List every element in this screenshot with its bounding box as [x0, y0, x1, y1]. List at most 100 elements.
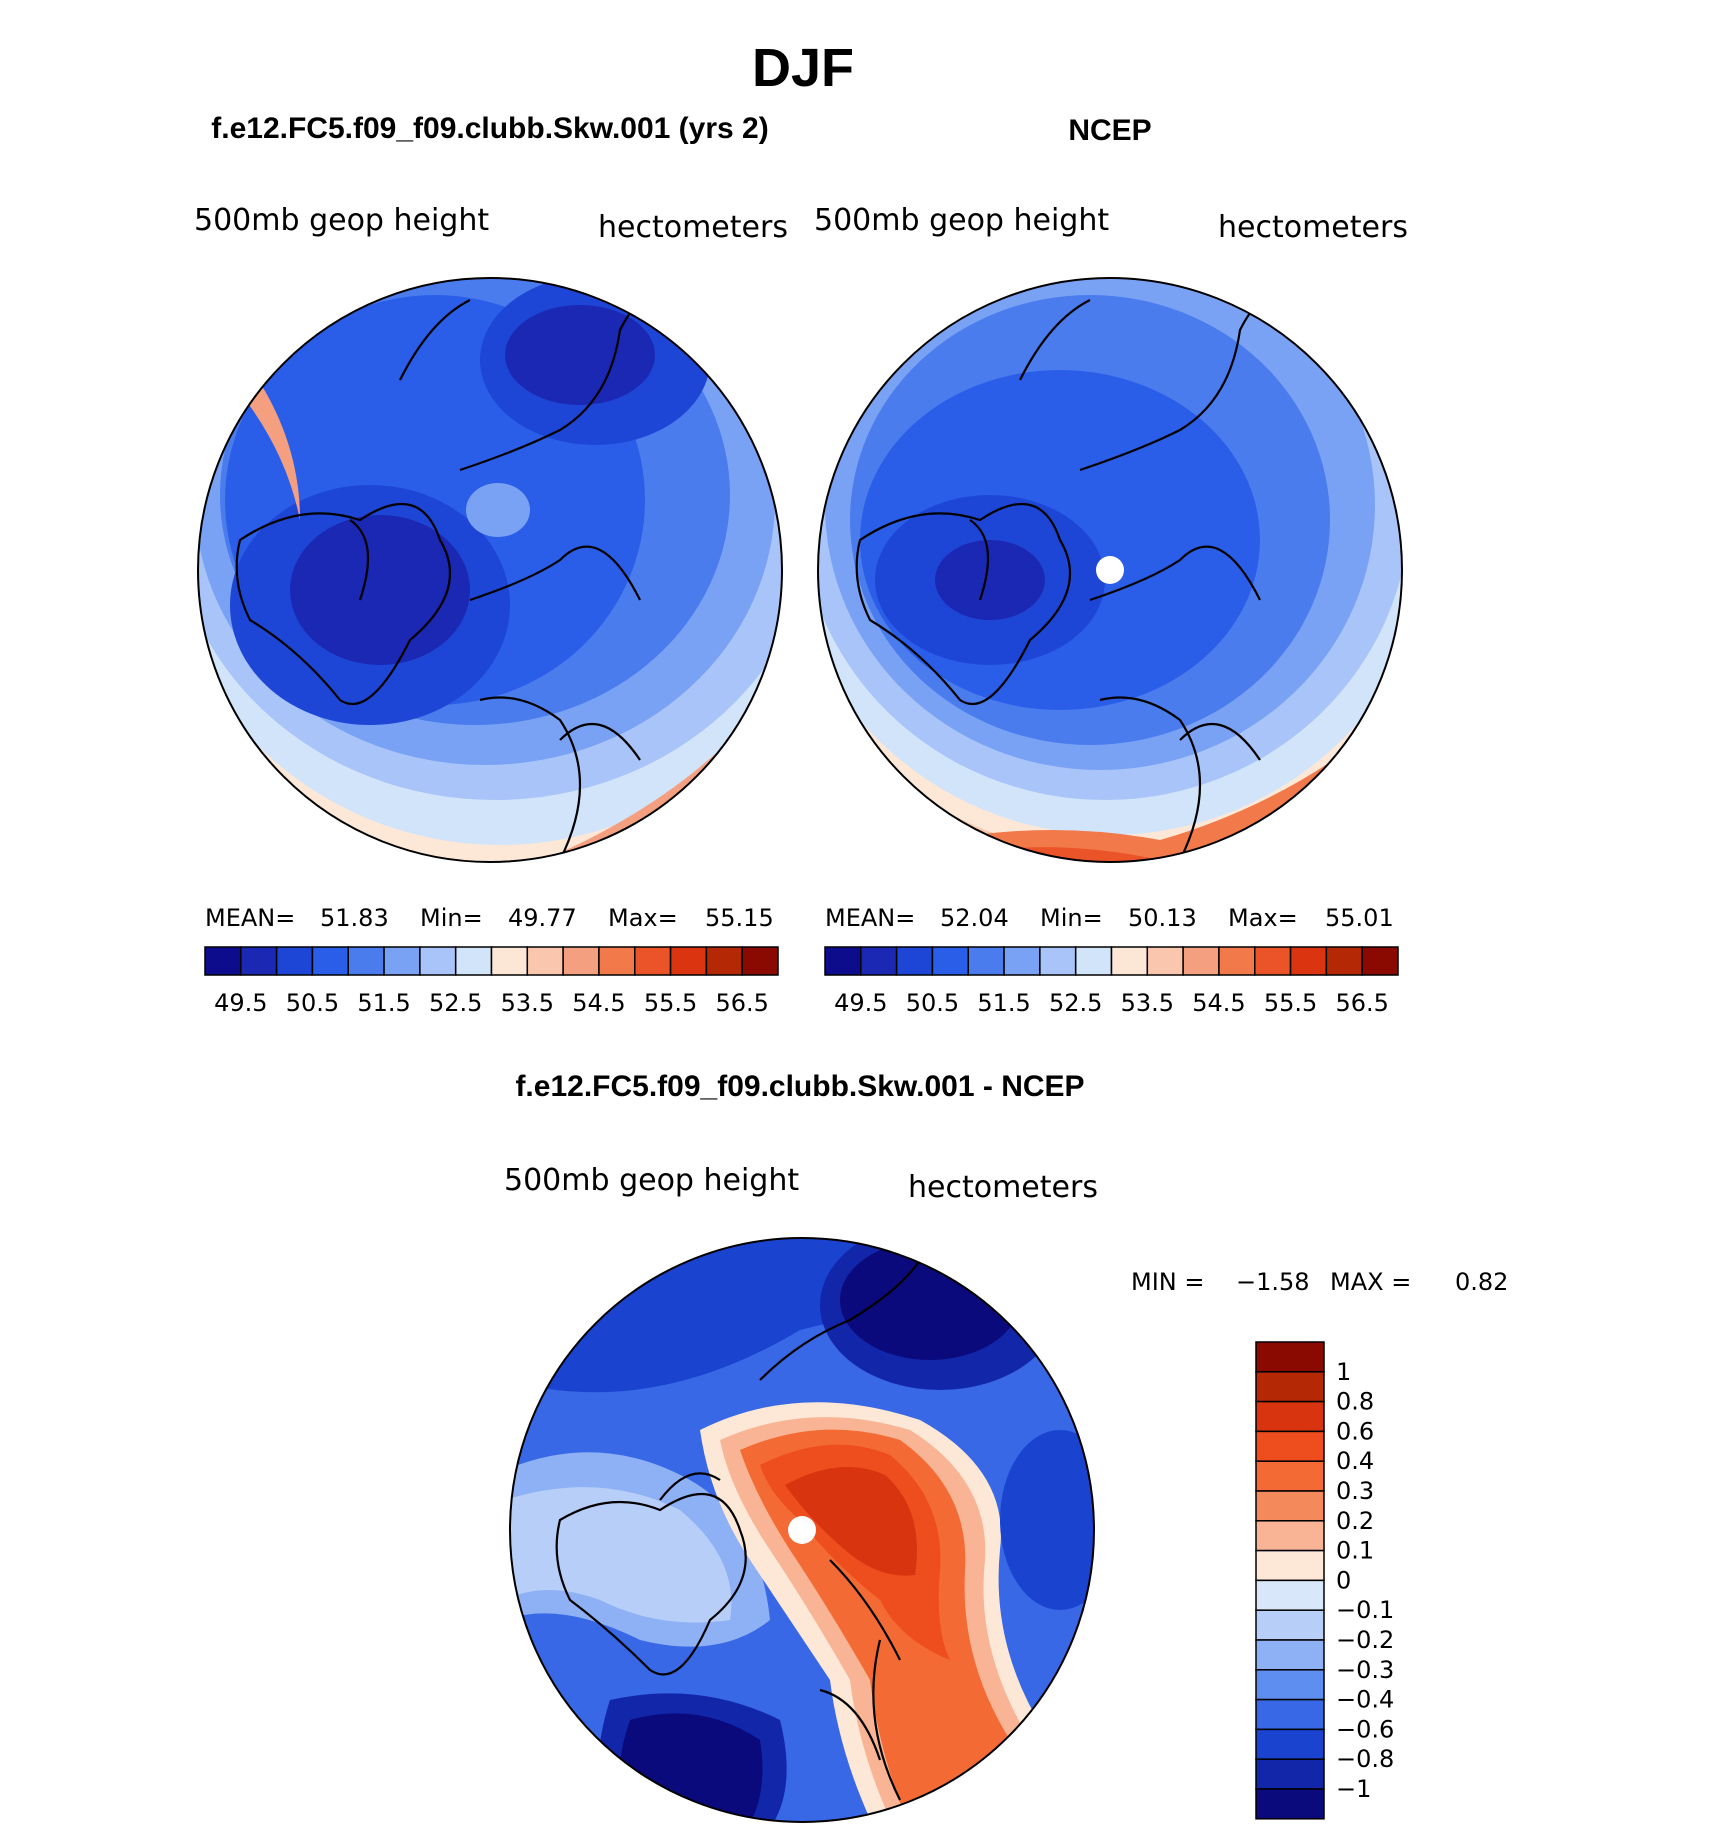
colorbar-swatch — [931, 946, 969, 976]
colorbar-tick-label: 55.5 — [1264, 989, 1317, 1017]
stat-min-label: Min= — [420, 904, 483, 932]
stat-min-label: Min= — [1040, 904, 1103, 932]
panel-model-left-label: 500mb geop height — [194, 203, 489, 238]
colorbar-swatch — [1255, 1520, 1325, 1552]
map-border — [509, 1237, 1095, 1823]
colorbar-swatch — [895, 946, 934, 976]
colorbar-obs: 49.5 50.5 51.5 52.5 53.5 54.5 55.5 56.5 — [824, 946, 1399, 1017]
colorbar-swatch — [1074, 946, 1113, 976]
colorbar-swatch — [1146, 946, 1184, 976]
diff-min-value: −1.58 — [1236, 1268, 1310, 1296]
map-border — [817, 277, 1403, 863]
panel-diff: f.e12.FC5.f09_f09.clubb.Skw.001 - NCEP 5… — [504, 1070, 1508, 1823]
colorbar-swatch — [383, 946, 421, 976]
colorbar-swatch — [1255, 1549, 1325, 1582]
colorbar-tick-label: 52.5 — [429, 989, 482, 1017]
stat-mean-value: 52.04 — [940, 904, 1009, 932]
stat-mean-value: 51.83 — [320, 904, 389, 932]
panel-model-right-label: hectometers — [598, 210, 788, 245]
colorbar-diff: 10.80.60.40.30.20.10−0.1−0.2−0.3−0.4−0.6… — [1255, 1341, 1394, 1820]
stat-min-value: 50.13 — [1128, 904, 1197, 932]
colorbar-tick-label: 50.5 — [906, 989, 959, 1017]
colorbar-swatch — [526, 946, 564, 976]
contour-band — [505, 305, 655, 405]
colorbar-tick-label: −0.6 — [1336, 1715, 1394, 1743]
colorbar-tick-label: −0.4 — [1336, 1686, 1394, 1714]
colorbar-swatch — [1218, 946, 1256, 976]
panel-diff-map — [510, 1238, 1094, 1822]
colorbar-model: 49.5 50.5 51.5 52.5 53.5 54.5 55.5 56.5 — [204, 946, 779, 1017]
colorbar-tick-label: 54.5 — [1192, 989, 1245, 1017]
colorbar-swatch — [1289, 946, 1328, 976]
colorbar-swatch — [275, 946, 314, 976]
colorbar-swatch — [705, 946, 743, 976]
colorbar-tick-label: 0 — [1336, 1566, 1351, 1594]
colorbar-swatch — [741, 946, 779, 976]
contour-band — [510, 1487, 732, 1623]
colorbar-tick-label: 0.4 — [1336, 1447, 1374, 1475]
colorbar-tick-label: 51.5 — [357, 989, 410, 1017]
colorbar-swatch — [1003, 946, 1041, 976]
coastline — [235, 297, 661, 861]
colorbar-tick-label: 0.6 — [1336, 1417, 1374, 1445]
colorbar-swatch — [1255, 1698, 1325, 1731]
colorbar-swatch — [1255, 1430, 1325, 1462]
colorbar-swatch — [1325, 946, 1363, 976]
colorbar-swatch — [634, 946, 672, 976]
colorbar-tick-label: 49.5 — [214, 989, 267, 1017]
colorbar-swatch — [824, 946, 862, 976]
colorbar-tick-label: −0.3 — [1336, 1656, 1394, 1684]
contour-band — [840, 1240, 1020, 1360]
colorbar-tick-label: 56.5 — [1335, 989, 1388, 1017]
colorbar-swatch — [204, 946, 242, 976]
coastline — [555, 1259, 921, 1801]
colorbar-swatch — [967, 946, 1005, 976]
diff-max-value: 0.82 — [1455, 1268, 1508, 1296]
contour-band — [290, 515, 470, 665]
colorbar-swatch — [1255, 1609, 1325, 1641]
colorbar-tick-label: 49.5 — [834, 989, 887, 1017]
colorbar-swatch — [419, 946, 457, 976]
colorbar-tick-label: −0.2 — [1336, 1626, 1394, 1654]
figure-title: DJF — [752, 38, 854, 98]
colorbar-swatch — [1255, 1669, 1325, 1701]
stat-mean-label: MEAN= — [205, 904, 295, 932]
stat-mean-label: MEAN= — [825, 904, 915, 932]
colorbar-tick-label: 50.5 — [286, 989, 339, 1017]
colorbar-swatch — [1110, 946, 1149, 976]
colorbar-swatch — [1255, 1639, 1325, 1671]
panel-diff-title: f.e12.FC5.f09_f09.clubb.Skw.001 - NCEP — [515, 1070, 1084, 1103]
pole-marker — [1096, 556, 1124, 584]
panel-obs: NCEP 500mb geop height hectometers MEAN=… — [814, 114, 1408, 1017]
colorbar-swatch — [454, 946, 493, 976]
colorbar-swatch — [1255, 1460, 1325, 1492]
colorbar-swatch — [311, 946, 349, 976]
colorbar-tick-label: 0.8 — [1336, 1388, 1374, 1416]
colorbar-swatch — [1182, 946, 1220, 976]
colorbar-tick-label: 52.5 — [1049, 989, 1102, 1017]
panel-obs-title: NCEP — [1068, 114, 1151, 147]
diff-min-label: MIN = — [1131, 1268, 1204, 1296]
contour-band — [1000, 1430, 1094, 1610]
colorbar-swatch — [1255, 1371, 1325, 1403]
colorbar-swatch — [347, 946, 385, 976]
colorbar-tick-label: −1 — [1336, 1775, 1371, 1803]
colorbar-tick-label: 53.5 — [1121, 989, 1174, 1017]
stat-max-value: 55.15 — [705, 904, 774, 932]
contour-band — [466, 483, 530, 537]
panel-model: f.e12.FC5.f09_f09.clubb.Skw.001 (yrs 2) … — [194, 112, 788, 1017]
panel-model-title: f.e12.FC5.f09_f09.clubb.Skw.001 (yrs 2) — [211, 112, 768, 145]
colorbar-swatch — [860, 946, 898, 976]
colorbar-swatch — [1254, 946, 1292, 976]
panel-diff-left-label: 500mb geop height — [504, 1163, 799, 1198]
panel-obs-left-label: 500mb geop height — [814, 203, 1109, 238]
colorbar-tick-label: 0.2 — [1336, 1507, 1374, 1535]
stat-max-label: Max= — [608, 904, 678, 932]
colorbar-swatch — [1361, 946, 1399, 976]
colorbar-tick-label: 51.5 — [977, 989, 1030, 1017]
panel-obs-right-label: hectometers — [1218, 210, 1408, 245]
contour-band — [617, 1713, 763, 1822]
colorbar-tick-label: 0.3 — [1336, 1477, 1374, 1505]
colorbar-tick-label: 56.5 — [715, 989, 768, 1017]
